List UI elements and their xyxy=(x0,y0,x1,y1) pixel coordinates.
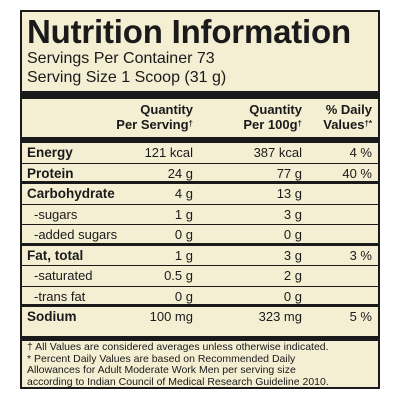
nutrient-name: -added sugars xyxy=(34,227,118,242)
nutrient-name: -saturated xyxy=(34,268,93,283)
table-row: -trans fat 0 g 0 g xyxy=(22,287,378,307)
per-100g-value: 0 g xyxy=(283,227,302,242)
nutrient-name: Fat, total xyxy=(27,247,84,263)
table-row: Protein 24 g 77 g 40 % xyxy=(22,164,378,184)
per-100g-value: 2 g xyxy=(283,268,302,283)
per-serving-value: 1 g xyxy=(174,206,193,222)
nutrient-name: Sodium xyxy=(27,309,77,324)
nutrient-name: Protein xyxy=(27,165,74,181)
panel-title: Nutrition Information xyxy=(27,13,351,50)
table-row: -added sugars 0 g 0 g xyxy=(22,225,378,246)
per-serving-value: 100 mg xyxy=(149,309,193,324)
per-100g-value: 77 g xyxy=(276,165,302,181)
table-row: -sugars 1 g 3 g xyxy=(22,205,378,225)
serving-size: Serving Size 1 Scoop (31 g) xyxy=(27,69,227,86)
footnote-daily-values: * Percent Daily Values are based on Reco… xyxy=(27,352,296,365)
footnote-daily-values-cont: Allowances for Adult Moderate Work Men p… xyxy=(27,364,296,376)
per-serving-value: 1 g xyxy=(174,247,193,263)
header-per-100g-line1: Quantity xyxy=(249,102,302,117)
per-serving-value: 0 g xyxy=(174,227,193,242)
header-per-serving: Quantity Per Serving† xyxy=(116,102,193,132)
table-row: Energy 121 kcal 387 kcal 4 % xyxy=(22,143,378,164)
per-100g-value: 323 mg xyxy=(258,309,302,324)
footnotes: † All Values are considered averages unl… xyxy=(27,341,374,388)
footer-divider xyxy=(22,336,378,341)
daily-value: 40 % xyxy=(342,165,372,181)
header-daily-values: % Daily Values†* xyxy=(323,102,372,132)
table-row: -saturated 0.5 g 2 g xyxy=(22,266,378,287)
per-100g-value: 3 g xyxy=(283,247,302,263)
per-serving-value: 121 kcal xyxy=(144,145,193,160)
nutrient-name: Energy xyxy=(27,145,73,160)
per-serving-value: 0 g xyxy=(174,288,193,304)
nutrient-rows: Energy 121 kcal 387 kcal 4 % Protein 24 … xyxy=(22,143,378,328)
per-serving-value: 0.5 g xyxy=(164,268,193,283)
nutrition-panel: Nutrition Information Servings Per Conta… xyxy=(20,10,380,389)
per-100g-value: 3 g xyxy=(283,206,302,222)
servings-per-container: Servings Per Container 73 xyxy=(27,50,215,67)
header-daily-values-line1: % Daily xyxy=(325,102,372,117)
daily-value: 3 % xyxy=(349,247,372,263)
per-100g-value: 0 g xyxy=(283,288,302,304)
nutrient-name: -trans fat xyxy=(34,288,86,304)
header-per-100g-line2: Per 100g xyxy=(243,117,298,132)
nutrient-name: Carbohydrate xyxy=(27,186,115,201)
header-divider xyxy=(22,137,378,143)
header-daily-values-mark: †* xyxy=(364,119,372,128)
table-row: Sodium 100 mg 323 mg 5 % xyxy=(22,307,378,328)
table-row: Fat, total 1 g 3 g 3 % xyxy=(22,246,378,266)
per-100g-value: 387 kcal xyxy=(253,145,302,160)
per-serving-value: 24 g xyxy=(167,165,193,181)
header-per-serving-line1: Quantity xyxy=(140,102,193,117)
daily-value: 5 % xyxy=(349,309,372,324)
header-per-100g-mark: † xyxy=(297,119,302,128)
per-serving-value: 4 g xyxy=(174,186,193,201)
per-100g-value: 13 g xyxy=(276,186,302,201)
footnote-daily-values-source: according to Indian Council of Medical R… xyxy=(27,375,329,388)
daily-value: 4 % xyxy=(349,145,372,160)
header-per-serving-line2: Per Serving xyxy=(116,117,189,132)
nutrient-name: -sugars xyxy=(34,206,78,222)
header-per-100g: Quantity Per 100g† xyxy=(243,102,302,132)
footnote-averages: † All Values are considered averages unl… xyxy=(27,341,329,353)
header-daily-values-line2: Values xyxy=(323,117,365,132)
thick-divider xyxy=(22,91,378,99)
header-per-serving-mark: † xyxy=(188,119,193,128)
table-row: Carbohydrate 4 g 13 g xyxy=(22,184,378,205)
